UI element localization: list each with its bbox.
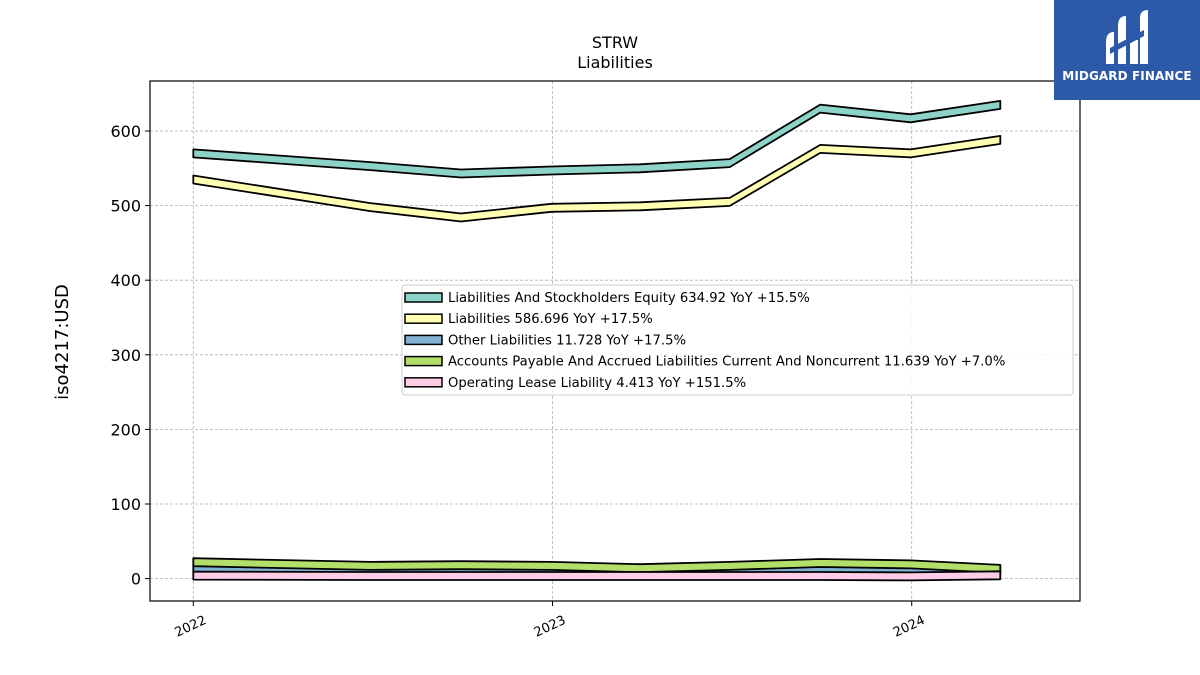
plot-frame — [149, 80, 1081, 602]
legend-swatch-1 — [404, 313, 443, 324]
y-axis-ticks: 0 100 200 300 400 500 600 — [110, 122, 150, 589]
y-tick-label: 600 — [110, 122, 141, 141]
y-tick-label: 100 — [110, 495, 141, 514]
legend-swatch-4 — [404, 377, 443, 388]
midgard-logo: MIDGARD FINANCE — [1054, 0, 1200, 100]
legend-swatch-3 — [404, 355, 443, 367]
legend-label-4: Operating Lease Liability 4.413 YoY +151… — [448, 376, 746, 391]
legend-label-1: Liabilities 586.696 YoY +17.5% — [448, 312, 653, 327]
legend-label-0: Liabilities And Stockholders Equity 634.… — [448, 291, 810, 306]
legend-box — [401, 284, 1074, 396]
y-tick-label: 400 — [110, 271, 141, 290]
legend-label-3: Accounts Payable And Accrued Liabilities… — [448, 355, 1005, 370]
logo-text: MIDGARD FINANCE — [1062, 69, 1192, 83]
x-tick-label: 2022 — [173, 613, 209, 641]
legend-label-2: Other Liabilities 11.728 YoY +17.5% — [448, 333, 686, 348]
x-tick-label: 2024 — [891, 613, 927, 641]
x-axis-ticks: 2022 2023 2024 — [173, 601, 927, 641]
legend-swatch-0 — [404, 292, 443, 303]
midgard-logo-icon — [1106, 10, 1148, 64]
chart-title: STRW — [592, 33, 638, 52]
y-tick-label: 0 — [131, 570, 141, 589]
y-tick-label: 200 — [110, 420, 141, 439]
legend-swatch-2 — [404, 334, 443, 346]
series-band-0 — [192, 100, 1002, 179]
x-tick-label: 2023 — [532, 613, 568, 641]
y-tick-label: 500 — [110, 197, 141, 216]
series-band-4 — [192, 570, 1002, 582]
chart-subtitle: Liabilities — [577, 53, 653, 72]
series-band-1 — [192, 134, 1002, 223]
legend: Liabilities And Stockholders Equity 634.… — [401, 284, 1074, 396]
y-axis-label: iso4217:USD — [52, 284, 73, 400]
series-layer — [192, 100, 1002, 582]
y-tick-label: 300 — [110, 346, 141, 365]
